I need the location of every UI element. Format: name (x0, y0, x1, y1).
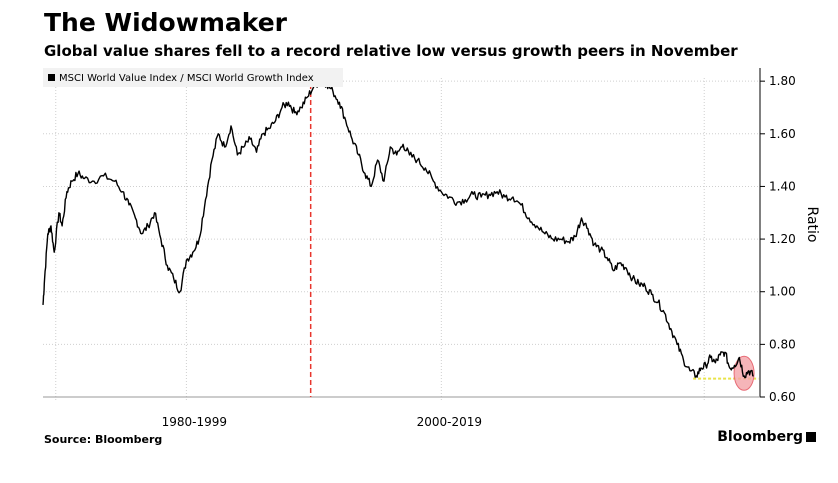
legend-swatch (48, 74, 55, 81)
highlight-marker (693, 355, 759, 391)
series-lines (42, 80, 754, 379)
y-tick-label: 1.20 (769, 232, 796, 246)
series-line (42, 80, 754, 379)
y-tick-label: 1.80 (769, 74, 796, 88)
grid-lines (43, 78, 760, 402)
chart-subtitle: Global value shares fell to a record rel… (44, 42, 738, 60)
y-tick-label: 1.00 (769, 285, 796, 299)
axes: 0.60 0.80 1.00 1.20 1.40 1.60 1.80 Ratio 1980-19… (43, 68, 820, 429)
y-tick-label: 0.80 (769, 337, 796, 351)
y-tick-label: 1.40 (769, 179, 796, 193)
legend: MSCI World Value Index / MSCI World Grow… (43, 68, 343, 87)
legend-background (43, 68, 343, 87)
highlight-ellipse (733, 355, 755, 391)
legend-label: MSCI World Value Index / MSCI World Grow… (59, 73, 314, 84)
brand-label: Bloomberg (717, 429, 803, 445)
y-tick-label: 0.60 (769, 390, 796, 404)
brand-logo: Bloomberg (717, 429, 816, 445)
source-note: Source: Bloomberg (44, 433, 163, 446)
bloomberg-logo-icon (806, 432, 816, 442)
y-tick-label: 1.60 (769, 127, 796, 141)
x-period-label: 1980-1999 (162, 415, 227, 429)
y-axis-label: Ratio (804, 207, 820, 243)
x-period-label: 2000-2019 (417, 415, 482, 429)
chart-title: The Widowmaker (44, 8, 287, 37)
